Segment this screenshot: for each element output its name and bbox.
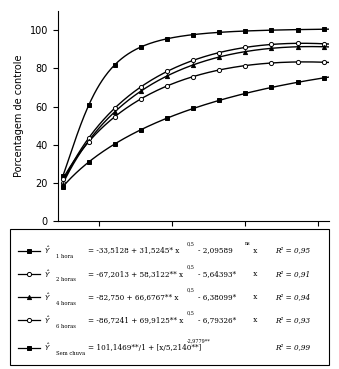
Text: R² = 0,95: R² = 0,95 bbox=[275, 246, 310, 255]
Text: 6 horas: 6 horas bbox=[56, 324, 76, 329]
Text: x: x bbox=[251, 270, 257, 278]
Text: 0,5: 0,5 bbox=[187, 265, 195, 269]
Text: x: x bbox=[251, 293, 257, 301]
Text: - 2,09589: - 2,09589 bbox=[198, 246, 233, 255]
Text: 2 horas: 2 horas bbox=[56, 277, 76, 283]
Text: R² = 0,93: R² = 0,93 bbox=[275, 316, 310, 324]
Text: ns: ns bbox=[244, 241, 250, 246]
Text: x: x bbox=[251, 316, 257, 324]
Text: $\hat{Y}$: $\hat{Y}$ bbox=[44, 268, 51, 280]
X-axis label: Dias após a aplicação: Dias após a aplicação bbox=[140, 247, 246, 257]
Text: R² = 0,94: R² = 0,94 bbox=[275, 293, 310, 301]
Text: = 101,1469**/1 + [x/5,2140**]: = 101,1469**/1 + [x/5,2140**] bbox=[88, 344, 202, 352]
Text: R² = 0,99: R² = 0,99 bbox=[275, 344, 310, 352]
Text: = -86,7241 + 69,9125** x: = -86,7241 + 69,9125** x bbox=[88, 316, 184, 324]
Text: $\hat{Y}$: $\hat{Y}$ bbox=[44, 245, 51, 256]
Text: x: x bbox=[251, 246, 257, 255]
Text: = -33,5128 + 31,5245* x: = -33,5128 + 31,5245* x bbox=[88, 246, 180, 255]
FancyBboxPatch shape bbox=[10, 229, 329, 365]
Text: 4 horas: 4 horas bbox=[56, 301, 76, 306]
Text: 0,5: 0,5 bbox=[187, 241, 195, 246]
Text: - 6,38099*: - 6,38099* bbox=[198, 293, 236, 301]
Text: = -82,750 + 66,6767** x: = -82,750 + 66,6767** x bbox=[88, 293, 179, 301]
Text: $\hat{Y}$: $\hat{Y}$ bbox=[44, 314, 51, 326]
Text: Sem chuva: Sem chuva bbox=[56, 351, 86, 356]
Text: -2,9779**: -2,9779** bbox=[187, 338, 211, 343]
Text: 1 hora: 1 hora bbox=[56, 254, 74, 259]
Text: R² = 0,91: R² = 0,91 bbox=[275, 270, 310, 278]
Text: - 5,64393*: - 5,64393* bbox=[198, 270, 236, 278]
Y-axis label: Porcentagem de controle: Porcentagem de controle bbox=[14, 55, 24, 177]
Text: = -67,2013 + 58,3122** x: = -67,2013 + 58,3122** x bbox=[88, 270, 183, 278]
Text: 0,5: 0,5 bbox=[187, 311, 195, 316]
Text: - 6,79326*: - 6,79326* bbox=[198, 316, 236, 324]
Text: 0,5: 0,5 bbox=[187, 288, 195, 293]
Text: $\hat{Y}$: $\hat{Y}$ bbox=[44, 292, 51, 303]
Text: $\hat{Y}$: $\hat{Y}$ bbox=[44, 342, 51, 353]
